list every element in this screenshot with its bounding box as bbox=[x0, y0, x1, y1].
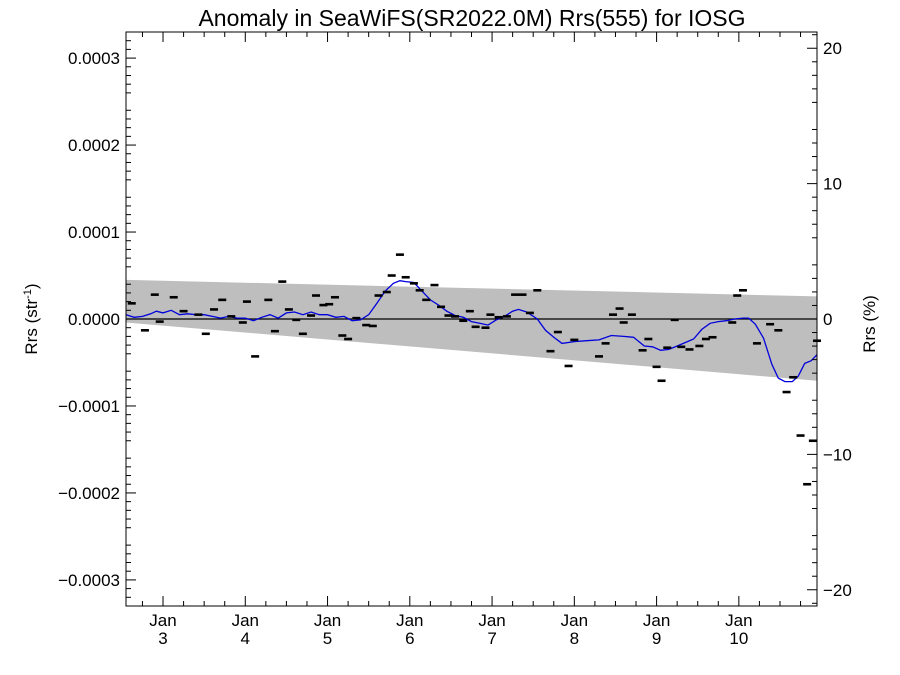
x-tick-label-month: Jan bbox=[149, 611, 176, 630]
smoothed-series-line bbox=[125, 280, 818, 383]
data-points bbox=[127, 253, 821, 486]
x-tick-label-month: Jan bbox=[643, 611, 670, 630]
y-axis-left: 0.0003 0.0002 0.0001 0.0000 −0.0001 −0.0002 −0… bbox=[58, 31, 136, 607]
y-right-tick-label: 10 bbox=[823, 175, 842, 194]
x-tick-label-month: Jan bbox=[314, 611, 341, 630]
y-left-tick-label: 0.0001 bbox=[68, 223, 120, 242]
chart-title: Anomaly in SeaWiFS(SR2022.0M) Rrs(555) f… bbox=[198, 5, 745, 31]
x-tick-label-day: 8 bbox=[570, 629, 579, 648]
x-tick-label-day: 10 bbox=[729, 629, 748, 648]
plot-area bbox=[125, 253, 821, 486]
x-tick-label-month: Jan bbox=[396, 611, 423, 630]
y-left-tick-label: 0.0003 bbox=[68, 49, 120, 68]
y-right-tick-label: 0 bbox=[823, 310, 832, 329]
x-tick-label-day: 7 bbox=[487, 629, 496, 648]
y-right-tick-label: −20 bbox=[823, 581, 852, 600]
x-tick-label-day: 6 bbox=[405, 629, 414, 648]
y-left-tick-label: −0.0001 bbox=[58, 397, 120, 416]
y-left-tick-label: 0.0000 bbox=[68, 310, 120, 329]
y-right-tick-label: 20 bbox=[823, 39, 842, 58]
y-right-tick-label: −10 bbox=[823, 445, 852, 464]
x-tick-label-day: 5 bbox=[323, 629, 332, 648]
uncertainty-band bbox=[126, 279, 817, 381]
x-tick-label-day: 9 bbox=[652, 629, 661, 648]
y-left-tick-label: −0.0002 bbox=[58, 484, 120, 503]
x-tick-label-day: 4 bbox=[241, 629, 250, 648]
x-tick-label-month: Jan bbox=[478, 611, 505, 630]
x-tick-label-month: Jan bbox=[232, 611, 259, 630]
x-tick-label-month: Jan bbox=[561, 611, 588, 630]
y-left-tick-label: 0.0002 bbox=[68, 136, 120, 155]
x-tick-label-day: 3 bbox=[158, 629, 167, 648]
y-axis-right-label: Rrs (%) bbox=[860, 295, 879, 353]
y-axis-left-label: Rrs (str-1) bbox=[22, 283, 41, 354]
y-left-tick-label: −0.0003 bbox=[58, 571, 120, 590]
x-tick-label-month: Jan bbox=[725, 611, 752, 630]
y-axis-right: 20 10 0 −10 −20 bbox=[807, 34, 852, 604]
